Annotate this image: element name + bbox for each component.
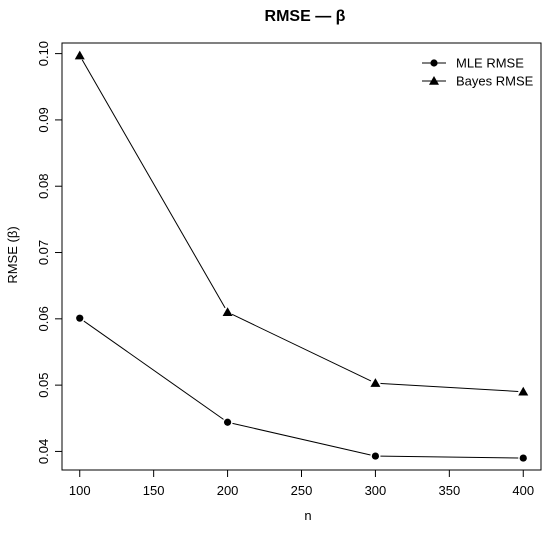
y-tick-label: 0.04: [36, 439, 51, 464]
mle-rmse-point: [223, 418, 232, 426]
y-tick-label: 0.05: [36, 372, 51, 397]
bayes-rmse-point: [518, 386, 529, 396]
series-layer: [74, 50, 529, 462]
y-axis-label: RMSE (β): [5, 226, 20, 283]
bayes-rmse-line-segment: [231, 313, 372, 382]
legend-label: Bayes RMSE: [456, 74, 534, 89]
mle-rmse-line-segment: [232, 422, 371, 456]
legend: MLE RMSE Bayes RMSE: [422, 56, 534, 89]
mle-rmse-point: [76, 314, 84, 322]
legend-marker: [429, 76, 439, 85]
bayes-rmse-line-segment: [81, 59, 226, 309]
legend-label: MLE RMSE: [456, 56, 524, 71]
legend-item-bayes-rmse: Bayes RMSE: [422, 74, 534, 89]
x-tick-label: 400: [512, 483, 534, 498]
mle-rmse-line-segment: [83, 320, 224, 420]
mle-rmse-point: [519, 454, 527, 462]
legend-marker: [430, 59, 438, 67]
y-tick-label: 0.09: [36, 107, 51, 132]
bayes-rmse-point: [74, 50, 85, 60]
x-tick-label: 300: [365, 483, 387, 498]
x-axis: 100 150 200 250 300 350 400: [69, 470, 534, 498]
mle-rmse-series: [76, 314, 527, 462]
y-axis: 0.04 0.05 0.06 0.07 0.08 0.09 0.10: [36, 41, 62, 464]
x-tick-label: 200: [217, 483, 239, 498]
y-tick-label: 0.08: [36, 174, 51, 199]
mle-rmse-line-segment: [380, 455, 519, 459]
x-tick-label: 350: [438, 483, 460, 498]
plot-frame: [61, 42, 542, 471]
bayes-rmse-point: [370, 378, 381, 387]
y-tick-label: 0.10: [36, 41, 51, 66]
x-axis-label: n: [304, 508, 311, 523]
mle-rmse-point: [371, 452, 380, 460]
x-tick-label: 150: [143, 483, 165, 498]
x-tick-label: 100: [69, 483, 91, 498]
y-tick-label: 0.07: [36, 240, 51, 265]
bayes-rmse-series: [74, 50, 529, 396]
chart-title: RMSE — β: [265, 8, 346, 25]
legend-item-mle-rmse: MLE RMSE: [422, 56, 524, 71]
y-tick-label: 0.06: [36, 306, 51, 331]
bayes-rmse-point: [222, 307, 233, 316]
bayes-rmse-line-segment: [380, 382, 519, 392]
x-tick-label: 250: [291, 483, 313, 498]
